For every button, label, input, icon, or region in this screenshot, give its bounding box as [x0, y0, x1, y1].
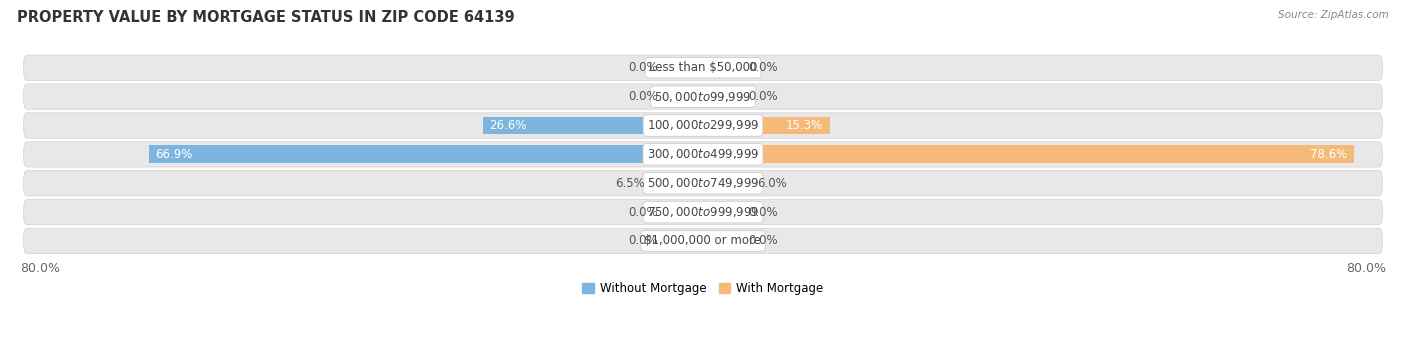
FancyBboxPatch shape	[24, 199, 1382, 225]
FancyBboxPatch shape	[24, 171, 1382, 196]
Bar	[703, 146, 1354, 163]
Bar	[662, 88, 703, 106]
Bar	[650, 174, 703, 192]
Bar	[482, 117, 703, 134]
Bar	[703, 146, 1354, 163]
Text: 0.0%: 0.0%	[748, 61, 778, 74]
Bar	[703, 174, 752, 192]
Text: $500,000 to $749,999: $500,000 to $749,999	[647, 176, 759, 190]
Bar	[650, 174, 703, 192]
Text: 78.6%: 78.6%	[1310, 148, 1347, 161]
Text: 0.0%: 0.0%	[628, 206, 658, 219]
Text: 0.0%: 0.0%	[748, 235, 778, 248]
Text: 0.0%: 0.0%	[628, 61, 658, 74]
Bar	[703, 117, 830, 134]
Bar	[662, 203, 703, 221]
Text: $50,000 to $99,999: $50,000 to $99,999	[654, 90, 752, 104]
FancyBboxPatch shape	[24, 228, 1382, 254]
Bar	[703, 117, 830, 134]
Text: 6.5%: 6.5%	[616, 177, 645, 190]
Bar	[703, 88, 744, 106]
Text: 26.6%: 26.6%	[489, 119, 527, 132]
Bar	[703, 232, 744, 250]
Bar	[662, 59, 703, 77]
FancyBboxPatch shape	[24, 142, 1382, 167]
FancyBboxPatch shape	[24, 84, 1382, 109]
Text: 0.0%: 0.0%	[628, 90, 658, 103]
FancyBboxPatch shape	[24, 113, 1382, 138]
Text: Less than $50,000: Less than $50,000	[648, 61, 758, 74]
Bar	[149, 146, 703, 163]
Bar	[482, 117, 703, 134]
Legend: Without Mortgage, With Mortgage: Without Mortgage, With Mortgage	[578, 278, 828, 300]
Bar	[703, 203, 744, 221]
Text: $100,000 to $299,999: $100,000 to $299,999	[647, 118, 759, 133]
Bar	[662, 232, 703, 250]
FancyBboxPatch shape	[24, 55, 1382, 81]
Text: $750,000 to $999,999: $750,000 to $999,999	[647, 205, 759, 219]
Text: 6.0%: 6.0%	[756, 177, 786, 190]
Bar	[703, 59, 744, 77]
Text: 0.0%: 0.0%	[748, 206, 778, 219]
Text: Source: ZipAtlas.com: Source: ZipAtlas.com	[1278, 10, 1389, 20]
Text: 15.3%: 15.3%	[786, 119, 823, 132]
Text: 0.0%: 0.0%	[628, 235, 658, 248]
Text: 0.0%: 0.0%	[748, 90, 778, 103]
Bar	[149, 146, 703, 163]
Bar	[703, 174, 752, 192]
Text: $1,000,000 or more: $1,000,000 or more	[644, 235, 762, 248]
Text: 66.9%: 66.9%	[155, 148, 193, 161]
Text: PROPERTY VALUE BY MORTGAGE STATUS IN ZIP CODE 64139: PROPERTY VALUE BY MORTGAGE STATUS IN ZIP…	[17, 10, 515, 25]
Text: $300,000 to $499,999: $300,000 to $499,999	[647, 147, 759, 162]
